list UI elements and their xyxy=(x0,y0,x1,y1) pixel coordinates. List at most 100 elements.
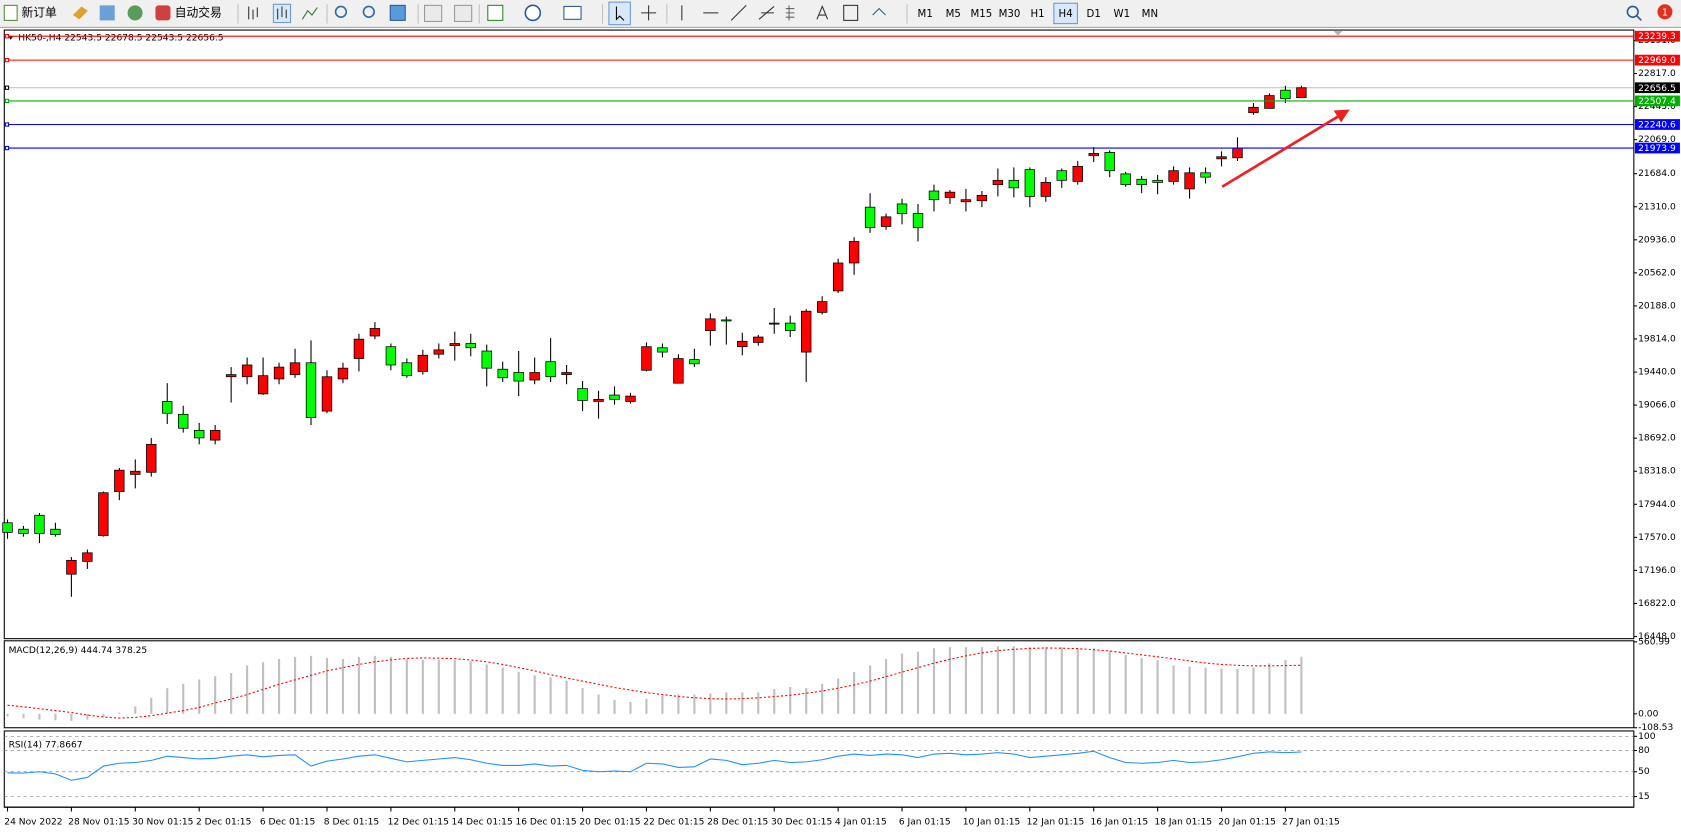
new-order-icon[interactable] xyxy=(3,4,18,21)
candle-body xyxy=(289,362,301,375)
y-tick-label: 17944.0 xyxy=(1638,500,1676,510)
icon[interactable] xyxy=(99,5,115,21)
candle-body xyxy=(337,367,349,380)
candle-body xyxy=(1296,87,1307,99)
rsi-panel xyxy=(3,730,1635,808)
timeframe-button[interactable]: W1 xyxy=(1114,9,1131,20)
zoom-in[interactable] xyxy=(334,5,348,18)
timeframe-button[interactable]: M15 xyxy=(970,9,992,20)
candle-body xyxy=(98,492,109,536)
shift-marker xyxy=(1333,31,1343,36)
toolbar-bg xyxy=(0,0,1681,28)
candle-body xyxy=(721,319,732,322)
auto-trading-button[interactable]: 自动交易 xyxy=(175,5,222,19)
y-tick-label: 17570.0 xyxy=(1638,533,1676,543)
trendline-tool[interactable] xyxy=(730,4,747,21)
indicators[interactable] xyxy=(487,4,504,21)
candle-body xyxy=(481,350,492,369)
candle-body xyxy=(625,395,636,402)
panel-title: RSI(14) 77.8667 xyxy=(9,740,83,750)
channel-tool[interactable] xyxy=(785,5,795,21)
x-tick-label: 20 Jan 01:15 xyxy=(1218,818,1276,828)
candle-body xyxy=(769,322,780,325)
candle-body xyxy=(1200,172,1211,178)
timeframe-button[interactable]: H1 xyxy=(1030,9,1044,20)
candle-body xyxy=(545,361,556,378)
label-tool[interactable] xyxy=(843,4,859,21)
candle-body xyxy=(864,206,876,228)
icon[interactable] xyxy=(72,6,88,20)
chart-shift[interactable] xyxy=(454,4,473,23)
candle-body xyxy=(401,362,413,377)
x-tick-label: 27 Jan 01:15 xyxy=(1282,818,1340,828)
title-marker xyxy=(8,36,13,40)
x-tick-label: 12 Dec 01:15 xyxy=(388,818,449,828)
search-handle xyxy=(1636,15,1642,21)
candle-body xyxy=(1072,165,1083,182)
timeframe-button[interactable]: M30 xyxy=(999,9,1021,20)
candle-body xyxy=(753,336,764,343)
timeframe-button[interactable]: M5 xyxy=(946,9,961,20)
candle-body xyxy=(976,194,988,202)
x-tick-label: 30 Nov 01:15 xyxy=(132,818,193,828)
candle-body xyxy=(130,470,141,475)
level-handle xyxy=(4,122,10,127)
timeframe-selected xyxy=(1053,2,1078,25)
auto-trading-icon[interactable] xyxy=(155,5,171,21)
candle-body xyxy=(241,364,253,378)
periods[interactable] xyxy=(524,4,542,22)
level-label-bg xyxy=(1634,54,1680,66)
candle-body xyxy=(1280,89,1291,100)
candle-body xyxy=(209,430,221,441)
timeframe-button[interactable]: H4 xyxy=(1059,9,1073,20)
x-tick-label: 8 Dec 01:15 xyxy=(324,818,379,828)
icon[interactable] xyxy=(127,5,143,21)
y-tick-label: 18318.0 xyxy=(1638,467,1676,477)
level-label: 22507.4 xyxy=(1638,97,1676,107)
y-tick-label: 16822.0 xyxy=(1638,599,1676,609)
notification-badge[interactable] xyxy=(1657,4,1673,20)
candle-body xyxy=(1056,170,1067,181)
x-tick-label: 20 Dec 01:15 xyxy=(579,818,640,828)
y-tick-label: 19440.0 xyxy=(1638,368,1676,378)
search[interactable] xyxy=(1626,5,1639,18)
level-label-bg xyxy=(1634,95,1680,107)
candle-body xyxy=(689,359,700,365)
cursor-tool[interactable] xyxy=(608,1,631,26)
x-tick-label: 22 Dec 01:15 xyxy=(643,818,704,828)
autoscroll[interactable] xyxy=(424,4,443,23)
timeframe-button[interactable]: M1 xyxy=(918,9,933,20)
bar-chart-tool[interactable] xyxy=(248,6,258,20)
candle-body xyxy=(1104,152,1115,172)
crosshair-tool[interactable] xyxy=(641,5,657,21)
candle-body xyxy=(465,343,476,349)
candle-body xyxy=(1264,95,1275,109)
candle-body xyxy=(193,430,205,439)
timeframe-button[interactable]: D1 xyxy=(1087,9,1101,20)
y-tick-label: 20188.0 xyxy=(1638,301,1676,311)
y-tick-label: 22069.0 xyxy=(1638,135,1676,145)
candle-body xyxy=(1152,179,1163,183)
candle-body xyxy=(449,343,460,346)
x-tick-label: 16 Dec 01:15 xyxy=(515,818,576,828)
line-chart-tool[interactable] xyxy=(301,7,318,20)
level-handle xyxy=(4,98,10,104)
candle-body xyxy=(353,338,365,359)
candle-body xyxy=(162,401,173,414)
y-tick-label: 22443.0 xyxy=(1638,102,1676,112)
candle-body xyxy=(34,514,45,534)
timeframe-button[interactable]: MN xyxy=(1142,9,1158,20)
zoom-out[interactable] xyxy=(362,5,375,18)
candle-body xyxy=(944,191,956,198)
arrows-tool[interactable] xyxy=(872,7,886,16)
candle-body xyxy=(257,375,269,395)
fibo-tool[interactable] xyxy=(758,6,775,20)
templates[interactable] xyxy=(563,5,582,20)
candle-body xyxy=(928,190,940,201)
y-tick-label: 22817.0 xyxy=(1638,69,1676,79)
x-tick-label: 14 Dec 01:15 xyxy=(452,818,513,828)
candle-body xyxy=(1088,153,1099,157)
tile-windows[interactable] xyxy=(389,4,406,21)
text-tool[interactable] xyxy=(816,5,829,20)
new-order-button[interactable]: 新订单 xyxy=(21,5,57,19)
